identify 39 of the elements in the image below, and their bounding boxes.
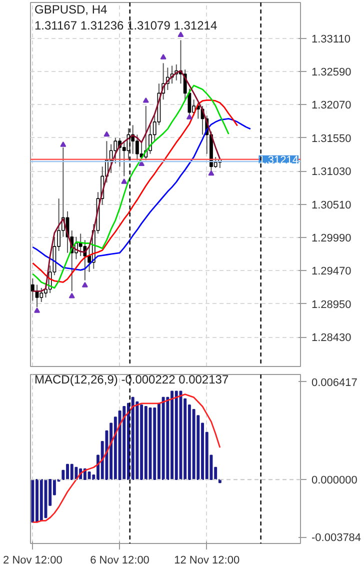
y-tick-label: 1.32590 [312, 66, 352, 78]
y-tick-label: 1.29470 [312, 266, 352, 278]
y-tick-label: -0.003784 [312, 532, 362, 544]
y-tick-label: 1.31550 [312, 132, 352, 145]
y-tick-label: 1.29990 [312, 232, 352, 245]
y-tick-label: 1.31030 [312, 166, 352, 178]
point [68, 292, 75, 298]
point [121, 178, 128, 184]
y-tick-label: 0.000000 [312, 474, 358, 487]
candlestick [40, 287, 44, 302]
point [138, 160, 145, 166]
x-tick-label: 2 Nov 12:00 [3, 554, 62, 566]
chart-title: GBPUSD, H4 [34, 2, 108, 16]
point [34, 308, 40, 313]
y-tick-label: 1.28950 [312, 298, 352, 311]
x-tick-label: 12 Nov 12:00 [174, 554, 240, 566]
y-tick-label: 1.28430 [312, 332, 352, 344]
point [142, 97, 149, 103]
ref-line-label: 1.31214 [258, 154, 299, 166]
candlestick [30, 278, 34, 302]
y-tick-label: 1.33110 [312, 33, 350, 46]
candlestick [135, 134, 139, 161]
point [60, 142, 66, 147]
point [208, 170, 214, 176]
point [82, 282, 88, 288]
candlestick [114, 137, 118, 164]
point [160, 54, 166, 60]
line-series [32, 118, 252, 271]
line-series [32, 394, 221, 523]
text: 1.31167 1.31236 1.31079 1.31214 [34, 18, 218, 32]
y-tick-label: 0.006417 [312, 376, 358, 389]
x-tick-label: 6 Nov 12:00 [90, 554, 150, 566]
y-tick-label: 1.30510 [312, 199, 352, 212]
point [104, 131, 110, 137]
point [178, 32, 184, 38]
candlestick [78, 233, 82, 257]
point [186, 114, 192, 120]
y-tick-label: 1.32070 [312, 100, 352, 112]
chart-title: MACD(12,26,9) -0.000222 0.002137 [34, 372, 229, 386]
